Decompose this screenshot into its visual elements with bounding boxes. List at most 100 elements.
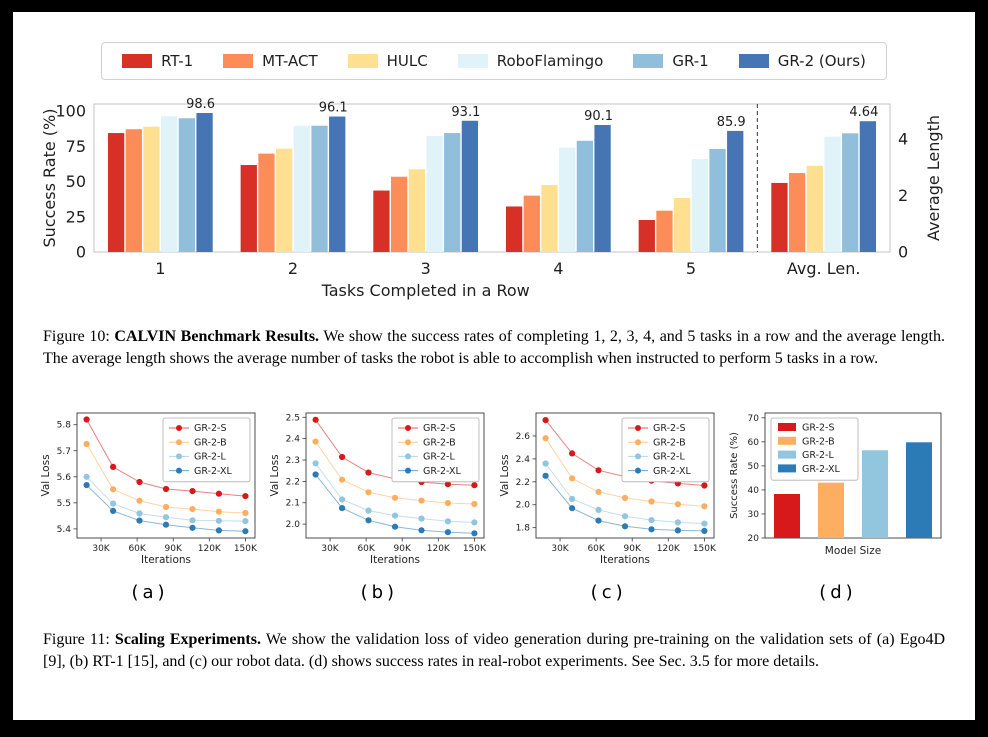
figure10-caption-prefix: Figure 10: [43,328,110,345]
y-tick-label: 2.5 [286,413,300,423]
legend-swatch [457,54,488,68]
marker-GR-2-XL [418,527,425,534]
panel-b: 30K 60K 90K 120K 150K 2.0 2.1 2.2 2.3 2.4 2.5 Itera… [268,406,490,603]
y-tick-label: 5.4 [57,525,72,535]
legend-label: GR-2-B [194,438,227,449]
bar-HULC-4 [541,185,558,252]
plot-border [535,412,715,539]
bar-value-label: 93.1 [451,105,480,120]
legend-marker [176,425,182,432]
y-tick-label-left: 25 [66,207,86,226]
legend-label: RoboFlamingo [496,52,604,70]
bar-RoboFlamingo-3 [426,135,443,252]
bar-HULC-2 [276,148,293,252]
marker-GR-2-L [471,519,478,526]
legend-swatch [777,450,796,459]
success-rate-chart-model-size: 20 30 40 50 60 70 Model Size Success Rate (%) GR… [729,412,942,557]
marker-GR-2-B [242,510,249,517]
marker-GR-2-S [568,450,575,457]
bar-GR-2 (Ours)-5 [727,130,744,252]
legend-marker [634,453,641,460]
y-tick-label: 40 [748,486,760,496]
legend-swatch [777,436,796,445]
bar-GR-2 (Ours)-4 [594,125,611,252]
marker-GR-2-S [162,486,170,493]
bar-RT-1-3 [373,190,390,252]
legend-item-gr-2-ours-: GR-2 (Ours) [738,52,866,70]
x-tick-label: 3 [421,259,431,278]
x-axis-label: Tasks Completed in a Row [321,281,530,300]
legend-item-mt-act: MT-ACT [223,52,318,70]
x-axis-label: Iterations [370,554,420,566]
y-tick-label-left: 75 [66,137,86,156]
marker-GR-2-L [621,513,628,520]
x-tick-label: 60K [128,544,146,554]
figure11-panels: 30K 60K 90K 120K 150K 5.4 5.5 5.6 5.7 5.8 Iteratio… [39,406,949,603]
marker-GR-2-L [392,512,399,519]
legend-label: GR-1 [672,52,709,70]
marker-GR-2-L [595,506,602,514]
panel-b-label: (b) [360,582,399,604]
bar-value-label: 96.1 [319,101,348,116]
marker-GR-2-XL [568,505,575,512]
plot-border [93,103,891,253]
panel-a-label: (a) [131,582,169,604]
marker-GR-2-XL [365,517,372,524]
marker-GR-2-L [700,520,708,527]
legend-label: GR-2-XL [653,466,692,477]
marker-GR-2-S [542,417,549,424]
marker-GR-2-L [445,518,452,525]
legend-marker [634,439,641,446]
y-axis-label: Val Loss [499,455,511,497]
y-axis-label: Val Loss [40,455,52,497]
marker-GR-2-S [365,469,372,476]
marker-GR-2-B [595,488,602,496]
legend-label: GR-2-L [194,452,226,463]
y-tick-label: 60 [748,438,760,448]
legend-swatch [633,54,664,68]
figure11-caption-prefix: Figure 11: [43,631,110,649]
legend-label: GR-2 (Ours) [777,52,866,70]
marker-GR-2-B [83,441,90,448]
legend-marker [405,467,412,474]
x-tick-label: 30K [322,544,340,554]
marker-GR-2-B [568,475,575,482]
legend-label: GR-2-S [802,423,835,434]
bar-GR-1-2 [311,125,328,252]
x-tick-label: 1 [155,259,165,278]
marker-GR-2-B [110,486,117,493]
x-tick-label: 4 [553,259,563,278]
marker-GR-2-XL [136,517,143,524]
legend-label: GR-2-S [194,423,227,434]
marker-GR-2-B [215,508,222,515]
panel-c-label: (c) [590,582,627,604]
figure10-legend-wrap: RT-1 MT-ACT HULC RoboFlamingo GR-1 GR-2 (Ours… [39,42,949,80]
legend-box [621,417,710,483]
bar-GR-1-1 [178,118,196,253]
marker-GR-2-XL [242,528,249,535]
marker-GR-2-L [568,496,575,503]
marker-GR-2-XL [110,507,117,515]
marker-GR-2-L [83,473,90,481]
marker-GR-2-XL [392,523,399,530]
marker-GR-2-XL [621,523,628,530]
y-tick-label: 5.7 [57,447,71,457]
y-tick-label: 2.0 [515,501,530,511]
legend-label: MT-ACT [262,52,318,70]
legend-label: GR-2-S [423,423,456,434]
marker-GR-2-S [242,493,249,500]
legend-label: HULC [386,52,428,70]
y-tick-label: 1.8 [515,524,530,534]
marker-GR-2-B [700,503,708,510]
y-axis-label-left: Success Rate (%) [40,109,59,248]
marker-GR-2-S [471,482,478,489]
figure10-caption: Figure 10: CALVIN Benchmark Results. We … [43,326,945,370]
figure10: RT-1 MT-ACT HULC RoboFlamingo GR-1 GR-2 (Ours… [39,42,949,370]
marker-GR-2-B [674,501,681,508]
marker-GR-2-XL [189,524,196,532]
marker-GR-2-L [648,517,655,524]
y-tick-label: 70 [748,414,760,424]
marker-GR-2-S [83,416,90,423]
x-tick-label: 150K [692,544,716,554]
y-tick-label: 2.4 [515,455,530,465]
